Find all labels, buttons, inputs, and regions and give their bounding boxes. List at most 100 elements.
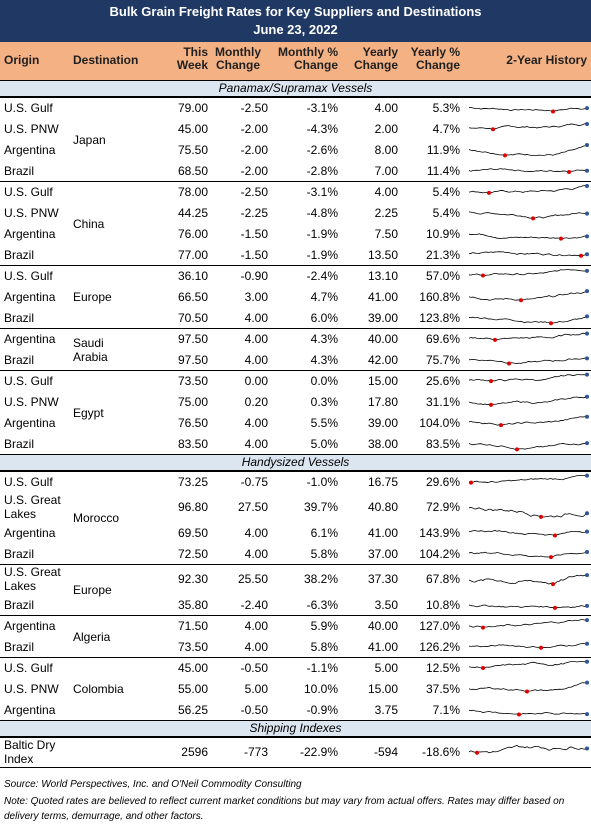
value: 4.00	[244, 618, 268, 633]
table-row: Argentina 76.50 4.00 5.5% 39.00 104.0%	[0, 412, 591, 433]
sparkline-point	[503, 153, 507, 158]
sparkline-path	[468, 475, 587, 483]
sparkline-path	[468, 316, 588, 324]
value: 79.00	[177, 100, 208, 115]
value: -4.3%	[306, 121, 338, 136]
table-row: U.S. PNW 44.25 -2.25 -4.8% 2.25 5.4%	[0, 202, 591, 223]
sparkline-path	[468, 332, 588, 341]
value: 77.00	[177, 247, 208, 262]
sparkline-point	[585, 356, 589, 361]
value: -4.8%	[306, 205, 338, 220]
sparkline-path	[468, 744, 588, 754]
value: -1.9%	[306, 247, 338, 262]
sparkline-point	[585, 289, 589, 294]
source: Source: World Perspectives, Inc. and O'N…	[4, 779, 302, 790]
column-header: Yearly Change	[353, 45, 398, 72]
sparkline-point	[585, 143, 589, 148]
value: 70.50	[177, 310, 208, 325]
sparkline	[468, 550, 589, 560]
sparkline-point	[487, 190, 491, 195]
value: -0.90	[240, 268, 268, 283]
sparkline-path	[468, 211, 588, 219]
value: 4.00	[244, 546, 268, 561]
value: 5.0%	[310, 436, 338, 451]
value: -6.3%	[306, 597, 338, 612]
value: 68.50	[177, 163, 208, 178]
column-header: Destination	[73, 53, 139, 67]
sparkline-point	[549, 555, 553, 560]
table-row: Argentina 76.00 -1.50 -1.9% 7.50 10.9%	[0, 223, 591, 244]
value: -2.00	[240, 163, 268, 178]
origin: Brazil	[4, 639, 35, 654]
value: -1.50	[240, 247, 268, 262]
origin: Brazil	[4, 597, 35, 612]
table-row: Brazil 83.50 4.00 5.0% 38.00 83.5%	[0, 433, 591, 454]
value: 45.00	[177, 660, 208, 675]
value: 123.8%	[419, 310, 460, 325]
title: Bulk Grain Freight Rates for Key Supplie…	[109, 4, 482, 19]
value: 4.00	[374, 100, 398, 115]
sparkline-path	[468, 551, 588, 558]
note: Note: Quoted rates are believed to refle…	[4, 796, 565, 822]
value: -1.9%	[306, 226, 338, 241]
value: 83.5%	[425, 436, 460, 451]
table-row: Argentina 75.50 -2.00 -2.6% 8.00 11.9%	[0, 139, 591, 160]
section-header: Shipping Indexes	[0, 720, 591, 737]
column-header: This Week	[176, 45, 208, 72]
value: 4.00	[244, 639, 268, 654]
value: 38.2%	[303, 572, 338, 586]
value: 13.10	[367, 268, 398, 283]
value: 38.00	[367, 436, 398, 451]
value: -1.0%	[306, 474, 338, 489]
value: 39.00	[367, 415, 398, 430]
table-row: U.S. Gulf 73.25 -0.75 -1.0% 16.75 29.6%	[0, 471, 591, 492]
origin: U.S. Gulf	[4, 373, 53, 388]
table-row: U.S. Great Lakes 96.80 27.50 39.7% 40.80 72.9…	[0, 492, 591, 522]
sparkline-point	[585, 414, 589, 419]
sparkline-point	[585, 712, 589, 717]
value: 73.50	[177, 639, 208, 654]
origin: U.S. Gulf	[4, 100, 53, 115]
origin: Brazil	[4, 310, 35, 325]
value: -0.50	[240, 660, 268, 675]
origin: Brazil	[4, 546, 35, 561]
sparkline-point	[585, 314, 589, 319]
value: 7.50	[374, 226, 398, 241]
sparkline-point	[539, 514, 543, 519]
sparkline	[468, 394, 589, 407]
value: 67.8%	[425, 572, 460, 586]
sparkline-path	[468, 442, 588, 450]
value: -0.50	[240, 702, 268, 717]
sparkline-point	[475, 750, 479, 755]
table-row: Brazil 35.80 -2.40 -6.3% 3.50 10.8%	[0, 594, 591, 615]
sparkline	[468, 641, 589, 650]
value: 76.50	[177, 415, 208, 430]
origin: Argentina	[4, 618, 56, 633]
value: 127.0%	[419, 618, 460, 633]
sparkline-point	[469, 480, 473, 485]
value: -1.1%	[306, 660, 338, 675]
value: 56.25	[177, 702, 208, 717]
value: 37.5%	[425, 681, 460, 696]
value: -2.25	[240, 205, 268, 220]
sparkline	[468, 233, 589, 241]
origin: U.S. Gulf	[4, 184, 53, 199]
value: 0.20	[244, 394, 268, 409]
origin: U.S. Gulf	[4, 474, 53, 489]
sparkline-point	[585, 573, 589, 578]
value: -0.9%	[306, 702, 338, 717]
value: 75.7%	[425, 352, 460, 367]
sparkline-point	[585, 641, 589, 646]
table-row: Brazil 70.50 4.00 6.0% 39.00 123.8%	[0, 307, 591, 328]
sparkline	[468, 356, 589, 366]
value: 7.1%	[432, 702, 460, 717]
origin: Baltic Dry Index	[4, 738, 56, 766]
value: 97.50	[177, 352, 208, 367]
table-row: Baltic Dry Index 2596 -773 -22.9% -594 -18.6%	[0, 737, 591, 767]
table-row: U.S. Gulf 73.50 0.00 0.0% 15.00 25.6%	[0, 370, 591, 391]
value: 10.0%	[303, 681, 338, 696]
sparkline-point	[585, 121, 589, 126]
value: 17.80	[367, 394, 398, 409]
value: -2.50	[240, 100, 268, 115]
sparkline	[468, 372, 589, 384]
